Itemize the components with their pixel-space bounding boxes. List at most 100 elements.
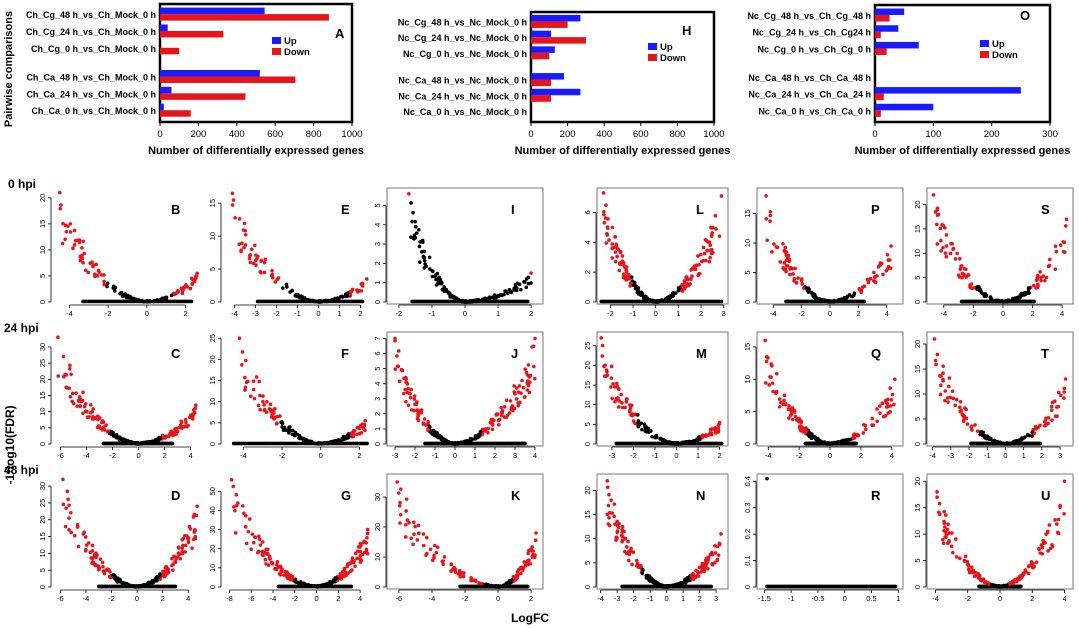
non-significant-point [161,296,165,301]
significant-point [683,281,687,285]
significant-point [64,373,69,377]
significant-point [424,553,428,557]
significant-point [411,542,415,547]
panel-letter: U [1041,488,1050,503]
significant-point [233,216,237,220]
non-significant-point [313,299,318,304]
non-significant-point [420,240,425,245]
significant-point [1053,244,1058,249]
significant-point [398,500,402,505]
significant-point [689,268,693,272]
significant-point [873,280,878,285]
non-significant-point [525,584,530,589]
significant-point [258,269,263,274]
significant-point [512,390,517,394]
x-tick-label: 0 [453,451,457,460]
significant-point [460,571,464,575]
significant-point [948,395,953,400]
significant-point [407,391,411,395]
non-significant-point [633,286,638,291]
x-tick-label: -6 [248,594,255,603]
x-tick-label: 1 [681,594,685,603]
x-tick-label: -4 [940,309,947,318]
x-tick-label: -2 [109,451,116,460]
significant-point [412,394,417,398]
y-tick-label: 10 [208,232,217,240]
significant-point [78,396,82,401]
significant-point [602,209,606,214]
y-tick-label: 1 [373,427,382,431]
significant-point [777,397,782,401]
non-significant-point [298,581,302,586]
x-tick-label: -6 [57,594,64,603]
significant-point [247,517,252,521]
bar-down [531,79,552,87]
significant-point [83,535,88,539]
non-significant-point [365,441,369,446]
y-tick-label: 10 [208,398,217,406]
significant-point [873,274,878,279]
significant-point [764,216,769,221]
significant-point [89,556,93,560]
non-significant-point [145,299,150,303]
significant-point [719,194,724,198]
y-tick-label: 15 [583,510,592,518]
x-tick-label: -8 [226,594,233,603]
significant-point [56,335,60,340]
panel-letter: H [682,23,691,38]
non-significant-point [1027,291,1031,295]
significant-point [268,557,272,561]
significant-point [599,336,603,340]
y-tick-label: 0.3 [743,502,752,512]
significant-point [365,535,369,540]
significant-point [244,541,249,546]
legend-label-down: Down [660,53,686,64]
non-significant-point [280,286,285,290]
significant-point [100,560,105,565]
non-significant-point [343,436,348,441]
significant-point [353,551,358,556]
significant-point [240,363,244,367]
significant-point [252,396,257,401]
significant-point [242,221,247,226]
y-tick-label: 15 [743,343,752,351]
significant-point [1049,404,1054,409]
non-significant-point [158,572,162,576]
significant-point [1038,270,1042,274]
bar-up [531,88,581,96]
significant-point [941,364,946,368]
significant-point [605,226,610,230]
significant-point [183,550,188,554]
significant-point [237,242,242,247]
y-tick-label: 5 [208,267,217,271]
y-tick-label: 0 [208,585,217,589]
y-tick-label: 20 [373,523,382,531]
significant-point [433,543,437,548]
significant-point [615,246,620,251]
significant-point [101,420,106,425]
significant-point [253,258,258,263]
significant-point [243,232,248,237]
significant-point [935,242,940,246]
non-significant-point [439,435,444,440]
significant-point [1044,423,1048,427]
significant-point [786,254,790,258]
significant-point [526,551,530,556]
significant-point [244,380,249,385]
significant-point [709,225,713,230]
significant-point [696,254,700,258]
non-significant-point [108,431,113,436]
non-significant-point [646,576,651,581]
x-tick-label: -1 [647,594,654,603]
significant-point [75,525,80,529]
panel-letter: Q [871,346,881,361]
significant-point [195,504,199,509]
significant-point [404,497,409,501]
significant-point [1063,250,1067,255]
non-significant-point [482,297,486,302]
significant-point [237,336,242,341]
non-significant-point [686,575,691,580]
volcano-x-axis-title: LogFC [511,611,549,625]
significant-point [533,538,538,543]
non-significant-point [447,291,452,296]
